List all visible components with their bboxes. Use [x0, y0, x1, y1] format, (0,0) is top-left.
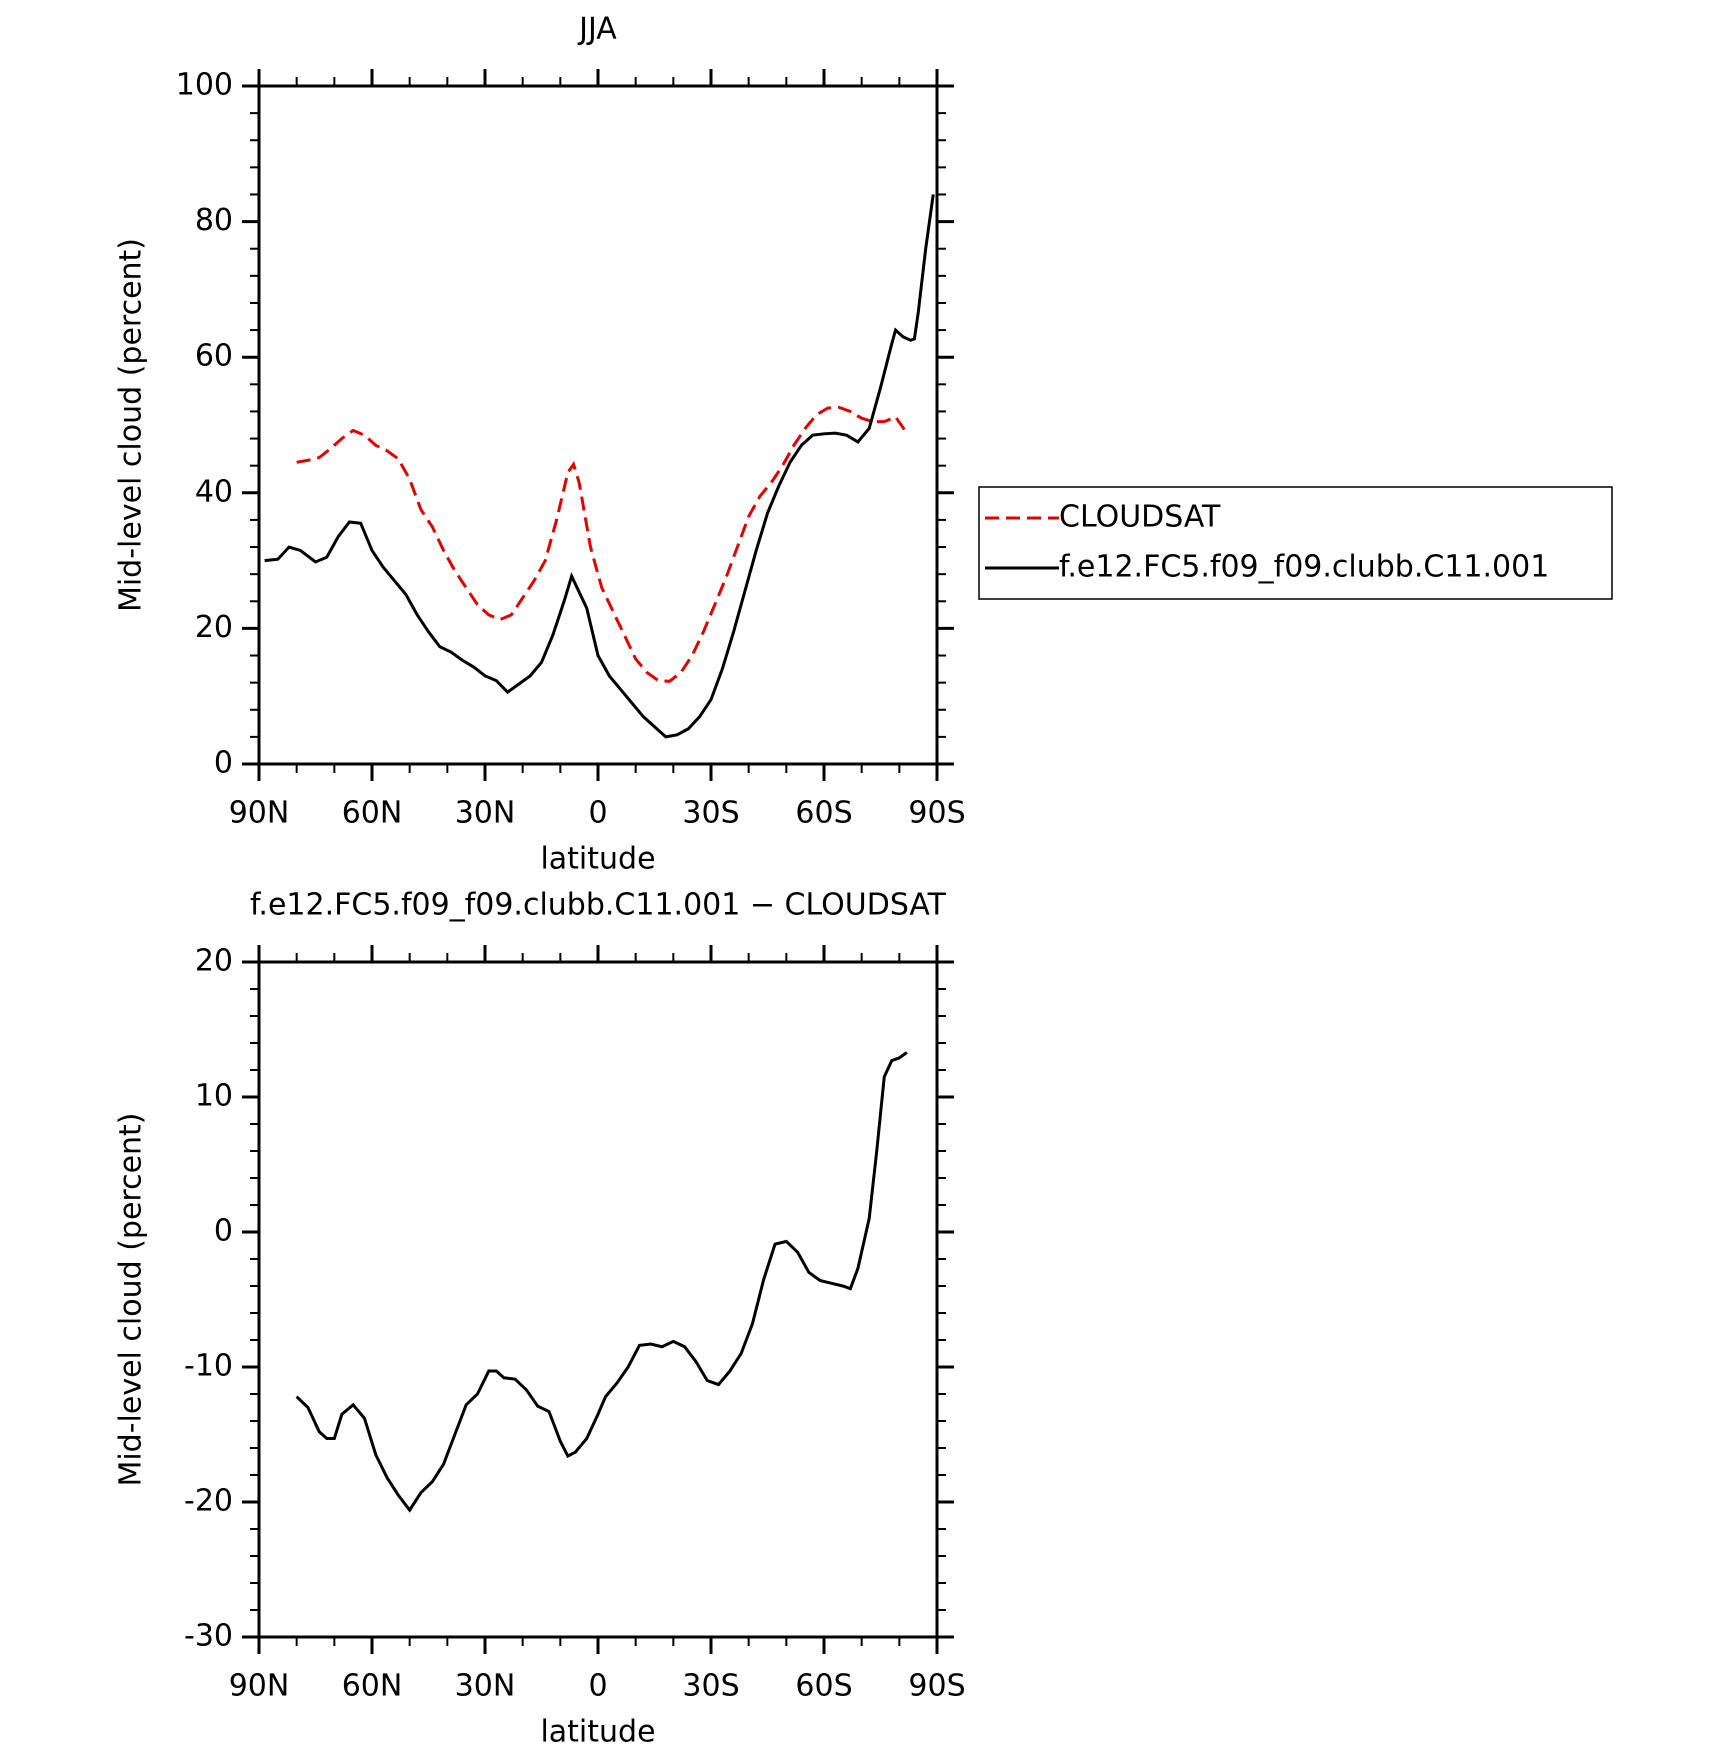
y-tick-label: 80 [195, 203, 233, 238]
y-tick-label: -30 [184, 1619, 233, 1654]
y-axis-label: Mid-level cloud (percent) [114, 1112, 149, 1486]
plot-frame [257, 960, 939, 1639]
y-tick-label: 60 [195, 339, 233, 374]
data-line [295, 1051, 908, 1513]
x-tick-label: 0 [588, 1669, 607, 1704]
legend: CLOUDSAT f.e12.FC5.f09_f09.clubb.C11.001 [978, 486, 1613, 600]
x-tick-label: 30S [682, 796, 739, 831]
x-tick-label: 60N [342, 1669, 403, 1704]
y-tick-label: 20 [195, 944, 233, 979]
legend-box [978, 486, 1613, 600]
data-line [264, 194, 935, 739]
x-tick-label: 90N [229, 1669, 290, 1704]
y-tick-label: -10 [184, 1349, 233, 1384]
x-axis-label: latitude [540, 842, 655, 877]
y-tick-label: 10 [195, 1079, 233, 1114]
x-tick-label: 60S [795, 796, 852, 831]
y-tick-label: 100 [176, 68, 233, 103]
x-tick-label: 30S [682, 1669, 739, 1704]
y-axis-label: Mid-level cloud (percent) [114, 238, 149, 612]
legend-label: CLOUDSAT [1059, 500, 1221, 535]
y-tick-label: 0 [214, 1214, 233, 1249]
x-tick-label: 30N [455, 1669, 516, 1704]
x-tick-label: 60N [342, 796, 403, 831]
plot-frame [257, 84, 939, 766]
y-tick-label: 20 [195, 610, 233, 645]
y-tick-label: -20 [184, 1484, 233, 1519]
legend-label: f.e12.FC5.f09_f09.clubb.C11.001 [1059, 550, 1549, 585]
x-tick-label: 90S [908, 796, 965, 831]
x-tick-label: 30N [455, 796, 516, 831]
data-line [296, 405, 909, 683]
x-tick-label: 90N [229, 796, 290, 831]
x-axis-label: latitude [540, 1715, 655, 1745]
x-tick-label: 60S [795, 1669, 852, 1704]
y-tick-label: 40 [195, 474, 233, 509]
y-tick-label: 0 [214, 746, 233, 781]
x-tick-label: 90S [908, 1669, 965, 1704]
chart-title: f.e12.FC5.f09_f09.clubb.C11.001 − CLOUDS… [250, 888, 947, 923]
x-tick-label: 0 [588, 796, 607, 831]
chart-title: JJA [577, 12, 617, 47]
